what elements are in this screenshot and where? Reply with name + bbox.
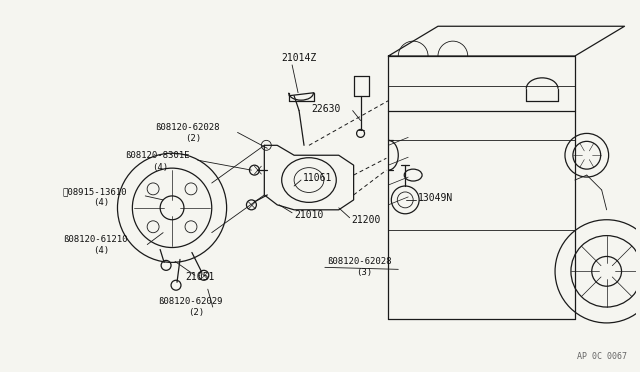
- Text: ß08120-62028: ß08120-62028: [327, 257, 391, 266]
- Text: (4): (4): [93, 246, 109, 255]
- Text: 11061: 11061: [303, 173, 332, 183]
- Text: (4): (4): [93, 198, 109, 207]
- Text: ß08120-8301E: ß08120-8301E: [125, 151, 190, 160]
- Text: (3): (3): [356, 268, 372, 277]
- Text: (2): (2): [188, 308, 204, 317]
- Text: ß08120-61210: ß08120-61210: [63, 235, 127, 244]
- Text: 22630: 22630: [311, 104, 340, 113]
- Text: ß08120-62028: ß08120-62028: [155, 123, 220, 132]
- Text: 21051: 21051: [185, 272, 214, 282]
- Text: (4): (4): [152, 163, 168, 171]
- Text: ß08120-62029: ß08120-62029: [158, 296, 223, 305]
- Text: 21014Z: 21014Z: [281, 53, 316, 63]
- Text: AP 0C 0067: AP 0C 0067: [577, 352, 627, 361]
- Text: (2): (2): [185, 134, 201, 143]
- Text: ⓜ08915-13610: ⓜ08915-13610: [63, 187, 127, 196]
- Text: 21200: 21200: [351, 215, 381, 225]
- Text: 21010: 21010: [294, 210, 323, 220]
- Text: 13049N: 13049N: [418, 193, 453, 203]
